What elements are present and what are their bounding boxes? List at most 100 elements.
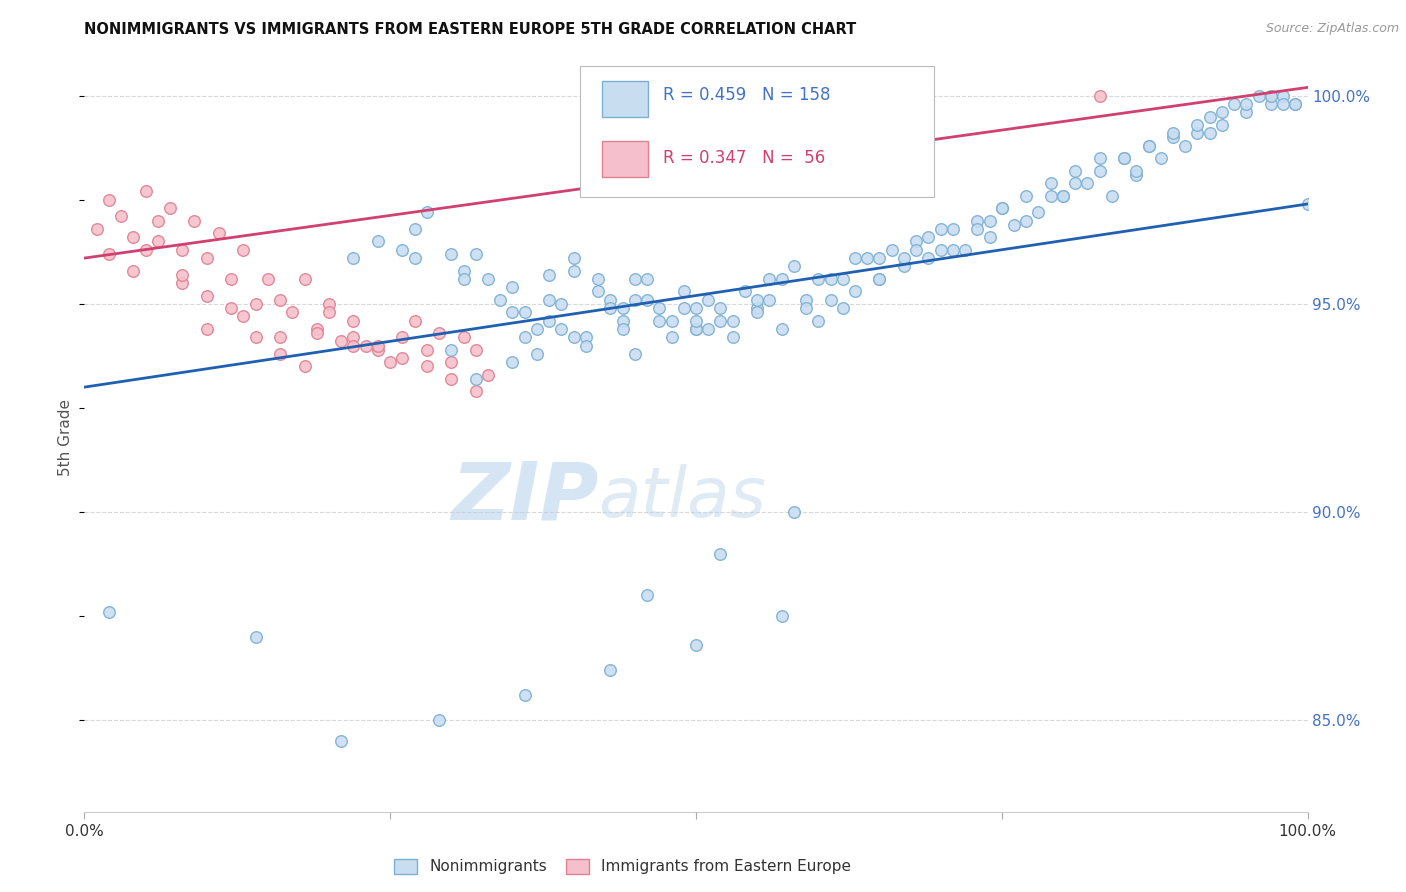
Point	[685, 313, 707, 327]
Point	[1236, 97, 1258, 112]
Point	[770, 609, 793, 624]
Point	[195, 251, 218, 265]
Point	[404, 222, 426, 236]
Point	[1088, 163, 1111, 178]
Point	[416, 205, 439, 219]
Point	[342, 330, 364, 344]
Point	[502, 280, 524, 294]
Legend: Nonimmigrants, Immigrants from Eastern Europe: Nonimmigrants, Immigrants from Eastern E…	[389, 855, 855, 879]
Point	[1015, 213, 1038, 227]
Point	[929, 243, 952, 257]
FancyBboxPatch shape	[602, 141, 648, 178]
Point	[538, 313, 561, 327]
Point	[330, 734, 353, 748]
Point	[1150, 151, 1173, 165]
Point	[697, 293, 720, 307]
Point	[110, 210, 132, 224]
Point	[586, 272, 609, 286]
Point	[929, 222, 952, 236]
Point	[1260, 97, 1282, 112]
Point	[844, 285, 866, 299]
Point	[245, 630, 267, 644]
Point	[685, 322, 707, 336]
Point	[599, 293, 621, 307]
Point	[1052, 188, 1074, 202]
Point	[208, 226, 231, 240]
Point	[893, 260, 915, 274]
Point	[869, 272, 891, 286]
Point	[758, 272, 780, 286]
Point	[257, 272, 280, 286]
Point	[195, 322, 218, 336]
Point	[636, 588, 658, 602]
Point	[709, 547, 731, 561]
Point	[672, 285, 695, 299]
Point	[281, 305, 304, 319]
Point	[1076, 176, 1098, 190]
Point	[269, 347, 291, 361]
Point	[1198, 126, 1220, 140]
Point	[1064, 176, 1087, 190]
Point	[489, 293, 512, 307]
Point	[1039, 176, 1062, 190]
Point	[513, 305, 536, 319]
Point	[783, 260, 806, 274]
Point	[794, 293, 817, 307]
Point	[391, 243, 413, 257]
Point	[734, 285, 756, 299]
Text: NONIMMIGRANTS VS IMMIGRANTS FROM EASTERN EUROPE 5TH GRADE CORRELATION CHART: NONIMMIGRANTS VS IMMIGRANTS FROM EASTERN…	[84, 22, 856, 37]
Point	[905, 235, 928, 249]
Point	[1211, 105, 1233, 120]
Point	[648, 313, 671, 327]
Point	[1125, 168, 1147, 182]
Y-axis label: 5th Grade: 5th Grade	[58, 399, 73, 475]
Point	[97, 193, 120, 207]
Point	[367, 338, 389, 352]
Point	[1028, 205, 1050, 219]
Point	[562, 251, 585, 265]
Point	[464, 372, 486, 386]
Point	[1284, 97, 1306, 112]
Point	[86, 222, 108, 236]
Point	[991, 201, 1014, 215]
Point	[612, 301, 634, 315]
Point	[440, 372, 463, 386]
Point	[1161, 130, 1184, 145]
Point	[612, 313, 634, 327]
Point	[97, 247, 120, 261]
Point	[661, 313, 683, 327]
Point	[245, 297, 267, 311]
Point	[97, 605, 120, 619]
Point	[453, 272, 475, 286]
Point	[354, 338, 377, 352]
Point	[440, 355, 463, 369]
Point	[1088, 151, 1111, 165]
Point	[1223, 97, 1246, 112]
Point	[648, 301, 671, 315]
Point	[513, 688, 536, 702]
Text: R = 0.347   N =  56: R = 0.347 N = 56	[664, 149, 825, 167]
Point	[391, 351, 413, 365]
Point	[294, 272, 316, 286]
Point	[1187, 118, 1209, 132]
Point	[575, 330, 598, 344]
Point	[624, 272, 647, 286]
Point	[1247, 88, 1270, 103]
Point	[1260, 88, 1282, 103]
Point	[1296, 197, 1319, 211]
Point	[624, 293, 647, 307]
Point	[917, 251, 939, 265]
Point	[404, 251, 426, 265]
Point	[477, 272, 499, 286]
Point	[880, 243, 903, 257]
Point	[464, 384, 486, 399]
Point	[672, 301, 695, 315]
FancyBboxPatch shape	[579, 66, 935, 197]
Point	[122, 230, 145, 244]
Point	[770, 322, 793, 336]
Point	[245, 330, 267, 344]
Point	[219, 272, 242, 286]
Point	[404, 313, 426, 327]
Point	[416, 359, 439, 374]
Point	[502, 355, 524, 369]
